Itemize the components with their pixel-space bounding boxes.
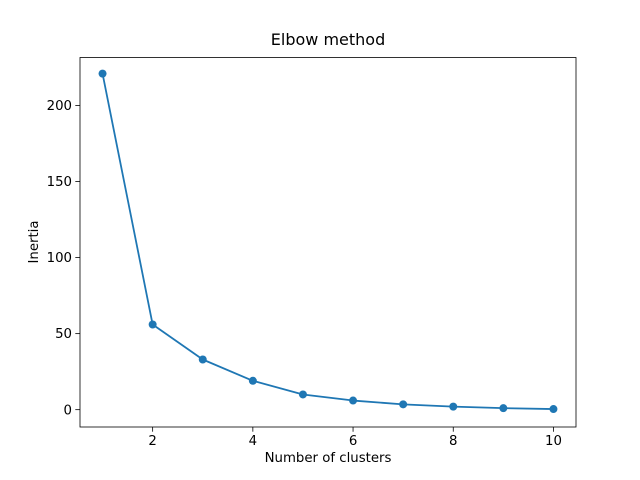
x-axis-label: Number of clusters <box>264 451 392 466</box>
x-tick-label: 8 <box>449 434 457 449</box>
y-tick-label: 150 <box>47 175 72 190</box>
y-axis-label: Inertia <box>27 220 42 264</box>
x-tick-label: 10 <box>545 434 562 449</box>
data-point-marker <box>399 400 408 409</box>
plot-frame <box>79 57 577 428</box>
chart-title: Elbow method <box>270 30 386 49</box>
data-point-marker <box>98 69 107 78</box>
data-point-marker <box>298 390 307 399</box>
data-point-marker <box>499 404 508 413</box>
x-tick-label: 6 <box>349 434 357 449</box>
x-tick-label: 2 <box>148 434 156 449</box>
series-line <box>101 72 555 410</box>
data-point-marker <box>449 402 458 411</box>
y-tick-label: 100 <box>47 251 72 266</box>
data-point-marker <box>198 355 207 364</box>
data-point-marker <box>248 376 257 385</box>
data-point-marker <box>349 396 358 405</box>
y-tick-label: 50 <box>55 327 72 342</box>
y-tick-label: 200 <box>47 99 72 114</box>
x-tick-label: 4 <box>249 434 257 449</box>
data-point-marker <box>148 320 157 329</box>
data-point-marker <box>549 405 558 414</box>
y-tick-label: 0 <box>64 403 72 418</box>
